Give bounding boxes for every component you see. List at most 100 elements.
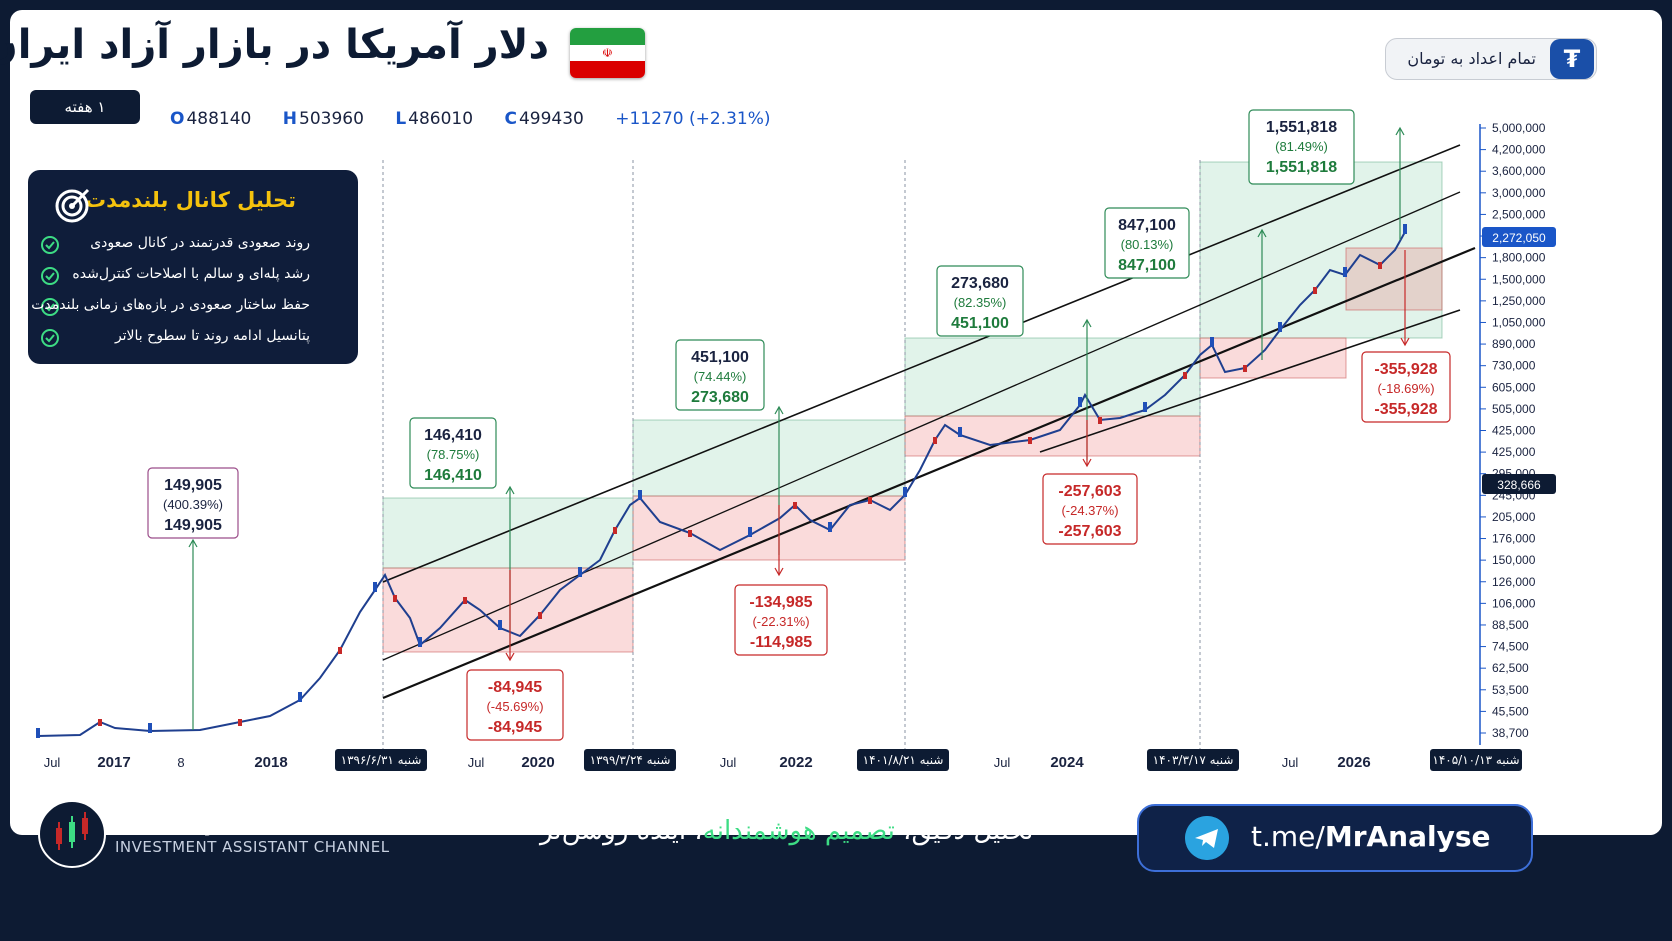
annotation-line1: 847,100 (1118, 217, 1176, 234)
date-marker-bg (1430, 749, 1522, 771)
candle (868, 497, 872, 504)
annotation-box (734, 584, 828, 656)
loss-zone (382, 567, 634, 653)
annotation-line2: (-45.69%) (486, 699, 543, 714)
flag-emblem: ☫ (602, 45, 613, 60)
candle (793, 502, 797, 509)
date-marker: شنبه ۱۴۰۳/۳/۱۷ (1147, 749, 1239, 771)
annotation-box (1248, 109, 1355, 185)
gain-zone (904, 337, 1201, 417)
timeframe-button[interactable]: ۱ هفته (30, 90, 140, 124)
candle (393, 595, 397, 602)
y-tick-label: 1,500,000 (1492, 272, 1546, 286)
candle (1078, 397, 1082, 407)
arrow-head (774, 567, 784, 577)
gain-annotation: 149,905 (400.39%) 149,905 (147, 467, 239, 539)
y-tick-label: 106,000 (1492, 596, 1536, 610)
date-marker: شنبه ۱۴۰۱/۸/۲۱ (857, 749, 949, 771)
loss-annotation: -84,945 (-45.69%) -84,945 (466, 669, 564, 741)
target-icon (55, 188, 90, 223)
x-tick-label: 2024 (1050, 754, 1084, 771)
annotation-box (466, 669, 564, 741)
candle (418, 637, 422, 647)
y-tick-label: 45,500 (1492, 704, 1529, 718)
date-marker: شنبه ۱۳۹۹/۳/۲۴ (584, 749, 676, 771)
candle (238, 719, 242, 726)
analysis-item-text: حفظ ساختار صعودی در بازه‌های زمانی بلندم… (31, 297, 310, 313)
gain-zone (382, 497, 634, 569)
annotation-box (936, 265, 1024, 337)
y-tick-label: 205,000 (1492, 510, 1536, 524)
high-value: 503960 (299, 109, 364, 129)
y-tick-label: 2,500,000 (1492, 207, 1546, 221)
y-tick-label: 1,250,000 (1492, 294, 1546, 308)
y-tick-label: 425,000 (1492, 424, 1536, 438)
candle (1243, 365, 1247, 372)
annotation-line1: -134,985 (749, 594, 812, 611)
annotation-line1: 1,551,818 (1266, 119, 1337, 136)
y-tick-label: 38,700 (1492, 726, 1529, 740)
close-value: 499430 (518, 109, 584, 129)
annotation-line1: 149,905 (164, 477, 222, 494)
currency-note-text: تمام اعداد به تومان (1407, 49, 1536, 68)
loss-zone (1199, 337, 1347, 379)
low-value: 486010 (408, 109, 474, 129)
candle (338, 647, 342, 654)
iran-flag-icon: ☫ (570, 28, 645, 78)
brand-subtitle: INVESTMENT ASSISTANT CHANNEL (115, 838, 390, 856)
x-tick-label: 8 (177, 755, 184, 770)
annotation-line3: 273,680 (691, 389, 749, 406)
brand-name: MrAnalyse (115, 812, 246, 837)
close-label: C (504, 109, 517, 129)
telegram-link[interactable]: t.me/MrAnalyse (1137, 804, 1533, 872)
annotation-line2: (-24.37%) (1061, 503, 1118, 518)
annotation-line3: -84,945 (488, 719, 542, 736)
y-tick-label: 5,000,000 (1492, 121, 1546, 135)
y-tick-label: 150,000 (1492, 553, 1536, 567)
arrow-head (505, 485, 515, 495)
annotation-line3: -355,928 (1374, 401, 1437, 418)
arrow-head (774, 405, 784, 415)
y-tick-label: 4,200,000 (1492, 143, 1546, 157)
x-tick-label: Jul (720, 755, 737, 770)
channel-line (1039, 309, 1461, 453)
candle (538, 612, 542, 619)
date-marker: شنبه ۱۴۰۵/۱۰/۱۳ (1430, 749, 1522, 771)
candle (1098, 417, 1102, 424)
page-title: دلار آمریکا در بازار آزاد ایران (0, 22, 549, 68)
annotation-box (675, 339, 765, 411)
arrow-head (1082, 318, 1092, 328)
candle (1028, 437, 1032, 444)
y-tick-label: 425,000 (1492, 445, 1536, 459)
annotation-box (1042, 473, 1138, 545)
x-tick-label: 2026 (1337, 754, 1370, 771)
gain-annotation: 273,680 (82.35%) 451,100 (936, 265, 1024, 337)
candle (638, 490, 642, 500)
y-tick-label: 53,500 (1492, 683, 1529, 697)
annotation-box (147, 467, 239, 539)
x-tick-label: 2020 (521, 754, 554, 771)
x-tick-label: Jul (44, 755, 61, 770)
arrow-head (188, 538, 198, 548)
annotation-line1: 273,680 (951, 275, 1009, 292)
gain-zone (632, 419, 906, 497)
brand-logo-icon (38, 800, 106, 868)
candle (933, 437, 937, 444)
annotation-line2: (-22.31%) (752, 614, 809, 629)
gain-annotation: 451,100 (74.44%) 273,680 (675, 339, 765, 411)
gain-annotation: 146,410 (78.75%) 146,410 (409, 417, 497, 489)
arrow-head (505, 652, 515, 662)
candle (1210, 337, 1214, 347)
candle (1313, 287, 1317, 294)
annotation-box (409, 417, 497, 489)
arrow-head (1395, 126, 1405, 136)
channel-line (382, 144, 1461, 583)
slogan: تحلیل دقیق، تصمیم هوشمندانه، آینده روشن‌… (540, 816, 1034, 846)
candle (1278, 322, 1282, 332)
analysis-panel-title: تحلیل کانال بلندمدت (84, 188, 296, 212)
price-label-text: 2,272,050 (1492, 231, 1546, 245)
open-value: 488140 (186, 109, 252, 129)
date-marker: شنبه ۱۳۹۶/۶/۳۱ (335, 749, 427, 771)
y-tick-label: 1,800,000 (1492, 251, 1546, 265)
